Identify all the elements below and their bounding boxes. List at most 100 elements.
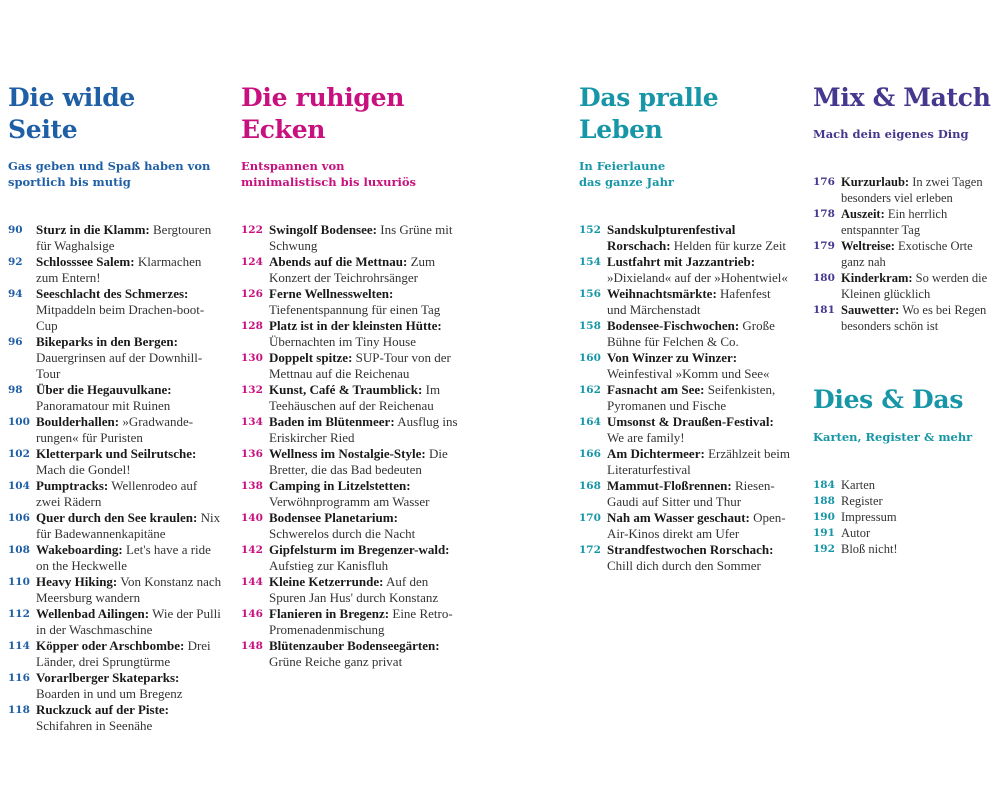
entry-title: Fasnacht am See: xyxy=(607,382,705,397)
page-number: 172 xyxy=(579,544,601,556)
toc-list: 176 Kurzurlaub: In zwei Tagen besonders v… xyxy=(813,174,999,334)
page-number: 180 xyxy=(813,272,835,284)
section-subtitle: Karten, Register & mehr xyxy=(813,430,973,444)
entry-title: Doppelt spitze: xyxy=(269,350,353,365)
page-number: 158 xyxy=(579,320,601,332)
entry-title: Weihnachtsmärkte: xyxy=(607,286,717,301)
entry-description: Auf den Spuren Jan Hus' durch Konstanz xyxy=(269,574,439,605)
toc-entry: 126 Ferne Wellnesswelten: Tiefenentspannu… xyxy=(241,286,459,318)
section-title: Mix & Match xyxy=(813,83,991,112)
toc-entry: 138 Camping in Litzelstetten: Verwöhnprog… xyxy=(241,478,459,510)
entry-description: Übernachten im Tiny House xyxy=(269,334,416,349)
entry-title: Kunst, Café & Traumblick: xyxy=(269,382,423,397)
entry-title: Flanieren in Bregenz: xyxy=(269,606,390,621)
entry-description: Aufstieg zur Kanisfluh xyxy=(269,558,389,573)
page-number: 160 xyxy=(579,352,601,364)
toc-entry: 108 Wakeboarding: Let's have a ride on th… xyxy=(8,542,222,574)
page-number: 190 xyxy=(813,511,835,523)
page-number: 176 xyxy=(813,176,835,188)
toc-entry: 110 Heavy Hiking: Von Konstanz nach Meers… xyxy=(8,574,222,606)
toc-list: 90 Sturz in die Klamm: Bergtouren für Wag… xyxy=(8,222,222,734)
toc-entry: 178 Auszeit: Ein herrlich entspannter Tag xyxy=(813,206,999,238)
toc-entry: 92 Schlosssee Salem: Klarmachen zum Enter… xyxy=(8,254,222,286)
entry-title: Kurzurlaub: xyxy=(841,175,910,189)
entry-description: Let's have a ride on the Heckwelle xyxy=(36,542,211,573)
entry-title: Köpper oder Arschbombe: xyxy=(36,638,185,653)
entry-description: Bloß nicht! xyxy=(841,542,898,556)
toc-entry: 144 Kleine Ketzerrunde: Auf den Spuren Ja… xyxy=(241,574,459,606)
toc-entry: 90 Sturz in die Klamm: Bergtouren für Wag… xyxy=(8,222,222,254)
toc-entry: 96 Bikeparks in den Bergen: Dauergrinsen … xyxy=(8,334,222,382)
page-number: 96 xyxy=(8,336,23,348)
subtitle-line: minimalistisch bis luxuriös xyxy=(241,175,417,189)
page-number: 106 xyxy=(8,512,30,524)
page-number: 102 xyxy=(8,448,30,460)
entry-description: Impressum xyxy=(841,510,897,524)
page-number: 136 xyxy=(241,448,263,460)
page-number: 112 xyxy=(8,608,30,620)
toc-entry: 94 Seeschlacht des Schmerzes: Mitpaddeln … xyxy=(8,286,222,334)
entry-description: Zum Konzert der Teichrohrsänger xyxy=(269,254,436,285)
title-line: Das pralle xyxy=(579,83,719,112)
page-number: 166 xyxy=(579,448,601,460)
entry-description: Mitpaddeln beim Drachen-boot-Cup xyxy=(36,302,205,333)
section-title: Die ruhigen Ecken xyxy=(241,82,404,146)
entry-title: Auszeit: xyxy=(841,207,885,221)
toc-entry: 128 Platz ist in der kleinsten Hütte: Übe… xyxy=(241,318,459,350)
entry-description: Die Bretter, die das Bad bedeuten xyxy=(269,446,448,477)
entry-title: Über die Hegauvulkane: xyxy=(36,382,172,397)
entry-description: Nix für Badewannenkapitäne xyxy=(36,510,221,541)
toc-entry: 188 Register xyxy=(813,493,999,509)
page-number: 184 xyxy=(813,479,835,491)
page-number: 130 xyxy=(241,352,263,364)
entry-title: Lustfahrt mit Jazzantrieb: xyxy=(607,254,756,269)
toc-entry: 170 Nah am Wasser geschaut: Open-Air-Kino… xyxy=(579,510,791,542)
page-number: 181 xyxy=(813,304,835,316)
entry-description: Exotische Orte ganz nah xyxy=(841,239,973,269)
entry-description: Wo es bei Regen besonders schön ist xyxy=(841,303,987,333)
entry-description: Boarden in und um Bregenz xyxy=(36,686,183,701)
entry-title: Blütenzauber Bodenseegärten: xyxy=(269,638,440,653)
page-number: 134 xyxy=(241,416,263,428)
entry-title: Swingolf Bodensee: xyxy=(269,222,377,237)
toc-entry: 152 Sandskulpturenfestival Rorschach: Hel… xyxy=(579,222,791,254)
entry-title: Wellness im Nostalgie-Style: xyxy=(269,446,426,461)
entry-title: Bodensee-Fischwochen: xyxy=(607,318,740,333)
page-number: 90 xyxy=(8,224,23,236)
toc-list: 184 Karten 188 Register 190 Impressum 191 Autor… xyxy=(813,477,999,557)
toc-entry: 162 Fasnacht am See: Seifenkisten, Pyroma… xyxy=(579,382,791,414)
entry-title: Ferne Wellnesswelten: xyxy=(269,286,394,301)
entry-title: Boulderhallen: xyxy=(36,414,120,429)
entry-description: Erzählzeit beim Literaturfestival xyxy=(607,446,790,477)
section-subtitle: Entspannen von minimalistisch bis luxuri… xyxy=(241,158,416,190)
entry-description: Eine Retro-Promenadenmischung xyxy=(269,606,453,637)
entry-description: Ausflug ins Eriskircher Ried xyxy=(269,414,458,445)
page-number: 164 xyxy=(579,416,601,428)
toc-entry: 112 Wellenbad Ailingen: Wie der Pulli in … xyxy=(8,606,222,638)
entry-description: Große Bühne für Felchen & Co. xyxy=(607,318,775,349)
entry-title: Am Dichtermeer: xyxy=(607,446,705,461)
subtitle-line: Gas geben und Spaß haben von xyxy=(8,159,211,173)
page-number: 154 xyxy=(579,256,601,268)
entry-description: Hafenfest und Märchenstadt xyxy=(607,286,771,317)
entry-description: Open-Air-Kinos direkt am Ufer xyxy=(607,510,786,541)
toc-entry: 191 Autor xyxy=(813,525,999,541)
entry-title: Mammut-Floßrennen: xyxy=(607,478,732,493)
toc-entry: 100 Boulderhallen: »Gradwande-rungen« für… xyxy=(8,414,222,446)
toc-entry: 172 Strandfestwochen Rorschach: Chill dic… xyxy=(579,542,791,574)
page-number: 152 xyxy=(579,224,601,236)
page-number: 128 xyxy=(241,320,263,332)
section-title: Dies & Das xyxy=(813,385,964,414)
entry-title: Bikeparks in den Bergen: xyxy=(36,334,178,349)
entry-description: Weinfestival »Komm und See« xyxy=(607,366,770,381)
toc-entry: 140 Bodensee Planetarium: Schwerelos durc… xyxy=(241,510,459,542)
toc-entry: 142 Gipfelsturm im Bregenzer-wald: Aufsti… xyxy=(241,542,459,574)
toc-entry: 164 Umsonst & Draußen-Festival: We are fa… xyxy=(579,414,791,446)
page-number: 179 xyxy=(813,240,835,252)
entry-description: Helden für kurze Zeit xyxy=(670,238,787,253)
entry-description: Mach die Gondel! xyxy=(36,462,131,477)
entry-description: Wie der Pulli in der Waschmaschine xyxy=(36,606,221,637)
page-number: 132 xyxy=(241,384,263,396)
entry-title: Wakeboarding: xyxy=(36,542,123,557)
entry-description: Ein herrlich entspannter Tag xyxy=(841,207,948,237)
